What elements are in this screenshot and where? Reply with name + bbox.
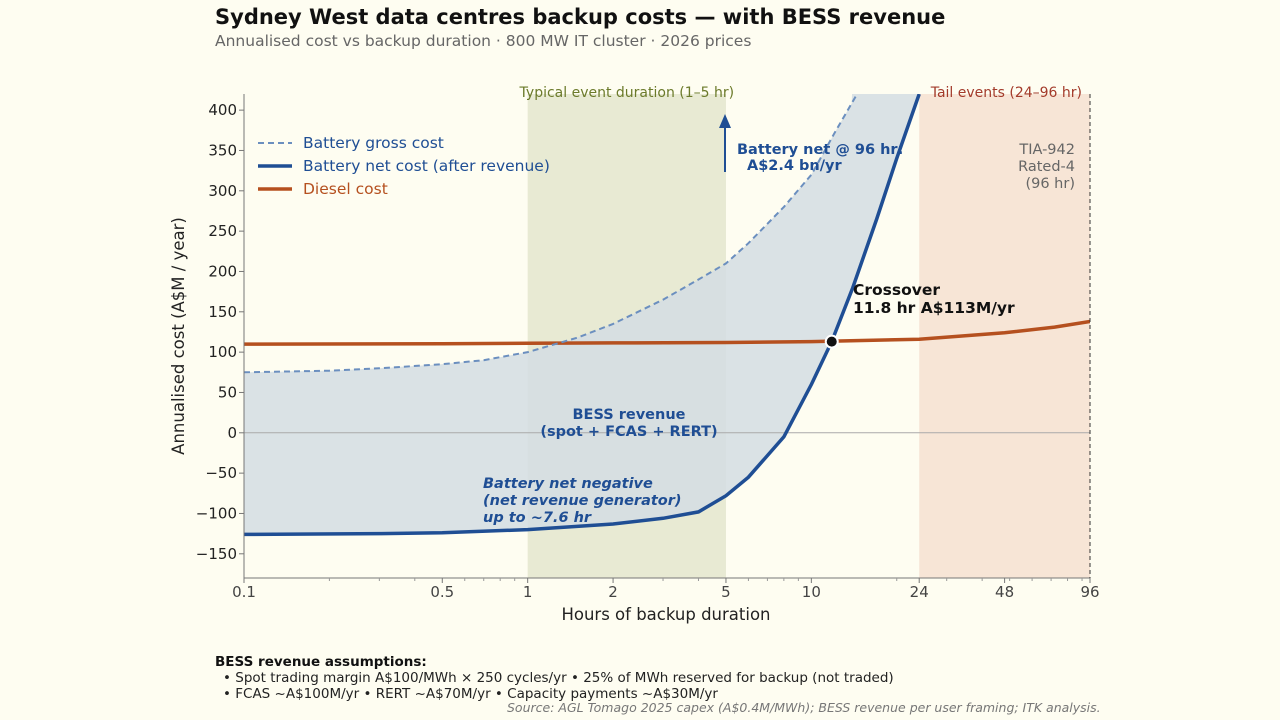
y-tick-label-0: −150 — [196, 545, 237, 563]
crossover-point — [824, 334, 839, 349]
chart-title: Sydney West data centres backup costs — … — [215, 5, 946, 29]
x-tick-label-6: 24 — [910, 583, 929, 601]
chart-subtitle: Annualised cost vs backup duration · 800… — [215, 32, 752, 50]
net-negative-line-2: (net revenue generator) — [483, 493, 682, 509]
crossover-line-1: Crossover — [853, 281, 940, 299]
x-tick-label-3: 2 — [608, 583, 618, 601]
y-tick-label-2: −50 — [205, 464, 237, 482]
y-tick-label-3: 0 — [227, 424, 237, 442]
legend-label-2: Diesel cost — [303, 180, 388, 198]
x-tick-label-5: 10 — [802, 583, 821, 601]
diesel-cost-line — [244, 319, 1090, 346]
source-note: Source: AGL Tomago 2025 capex (A$0.4M/MW… — [507, 700, 1101, 715]
net-negative-line-1: Battery net negative — [483, 476, 653, 492]
x-tick-label-1: 0.5 — [430, 583, 454, 601]
net-negative-line-3: up to ~7.6 hr — [483, 510, 592, 526]
assumptions-heading: BESS revenue assumptions: — [215, 654, 427, 670]
legend-label-1: Battery net cost (after revenue) — [303, 157, 550, 175]
x-tick-label-7: 48 — [995, 583, 1014, 601]
y-tick-label-8: 250 — [208, 222, 237, 240]
bess-revenue-line-2: (spot + FCAS + RERT) — [540, 424, 717, 440]
legend-label-0: Battery gross cost — [303, 134, 444, 152]
x-tick-label-4: 5 — [721, 583, 731, 601]
assumptions-block: BESS revenue assumptions: • Spot trading… — [215, 654, 894, 702]
y-axis-label: Annualised cost (A$M / year) — [169, 217, 188, 455]
bess-revenue-line-1: BESS revenue — [573, 407, 686, 423]
assumptions-line-1: • Spot trading margin A$100/MWh × 250 cy… — [223, 670, 894, 686]
x-tick-label-0: 0.1 — [232, 583, 256, 601]
up-arrow-head — [719, 114, 731, 128]
tier-line-3: (96 hr) — [1025, 176, 1075, 192]
y-tick-label-1: −100 — [196, 504, 237, 522]
band-label-typical: Typical event duration (1–5 hr) — [519, 85, 735, 101]
y-tick-label-4: 50 — [218, 383, 237, 401]
y-tick-label-11: 400 — [208, 101, 237, 119]
band-label-tail: Tail events (24–96 hr) — [930, 85, 1082, 101]
y-tick-label-7: 200 — [208, 262, 237, 280]
y-tick-label-5: 100 — [208, 343, 237, 361]
bess-revenue-fill — [244, 94, 920, 535]
y-tick-label-10: 350 — [208, 141, 237, 159]
battery-gross-cost-line — [244, 94, 858, 374]
x-tick-label-8: 96 — [1080, 583, 1099, 601]
battery-96-line-2: A$2.4 bn/yr — [747, 158, 842, 174]
tier-line-2: Rated-4 — [1018, 159, 1075, 175]
y-tick-label-9: 300 — [208, 182, 237, 200]
battery-net-cost-line — [244, 94, 921, 537]
crossover-line-2: 11.8 hr A$113M/yr — [853, 299, 1015, 317]
tier-line-1: TIA-942 — [1018, 142, 1075, 158]
battery-96-line-1: Battery net @ 96 hr: — [737, 142, 903, 158]
x-axis-label: Hours of backup duration — [561, 605, 770, 624]
x-tick-label-2: 1 — [523, 583, 533, 601]
assumptions-line-2: • FCAS ~A$100M/yr • RERT ~A$70M/yr • Cap… — [223, 686, 718, 702]
y-tick-label-6: 150 — [208, 303, 237, 321]
